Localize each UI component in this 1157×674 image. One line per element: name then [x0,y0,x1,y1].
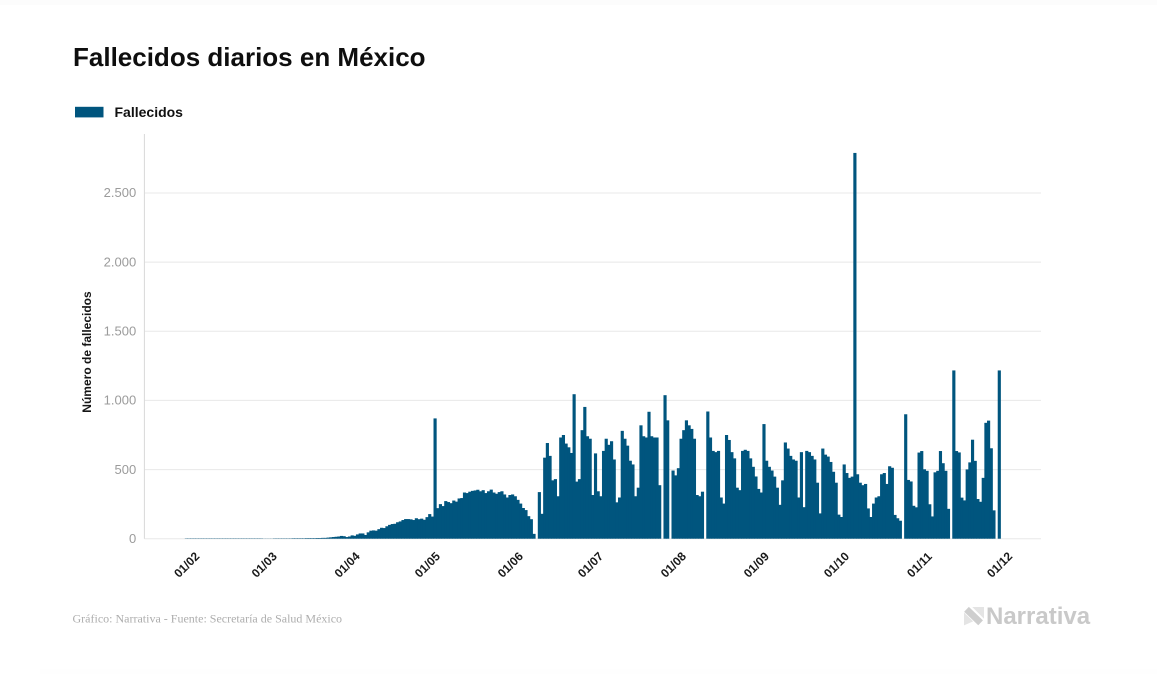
svg-text:1.000: 1.000 [104,393,137,408]
svg-text:0: 0 [129,531,136,546]
svg-text:Fallecidos: Fallecidos [115,104,184,120]
svg-text:Fallecidos diarios en México: Fallecidos diarios en México [73,42,426,72]
svg-text:500: 500 [114,462,136,477]
svg-text:2.500: 2.500 [104,185,137,200]
svg-text:Gráfico: Narrativa - Fuente: S: Gráfico: Narrativa - Fuente: Secretaría … [73,612,343,626]
svg-text:Número de fallecidos: Número de fallecidos [80,291,94,413]
svg-text:2.000: 2.000 [104,254,137,269]
svg-text:1.500: 1.500 [104,324,137,339]
svg-text:Narrativa: Narrativa [986,603,1091,630]
